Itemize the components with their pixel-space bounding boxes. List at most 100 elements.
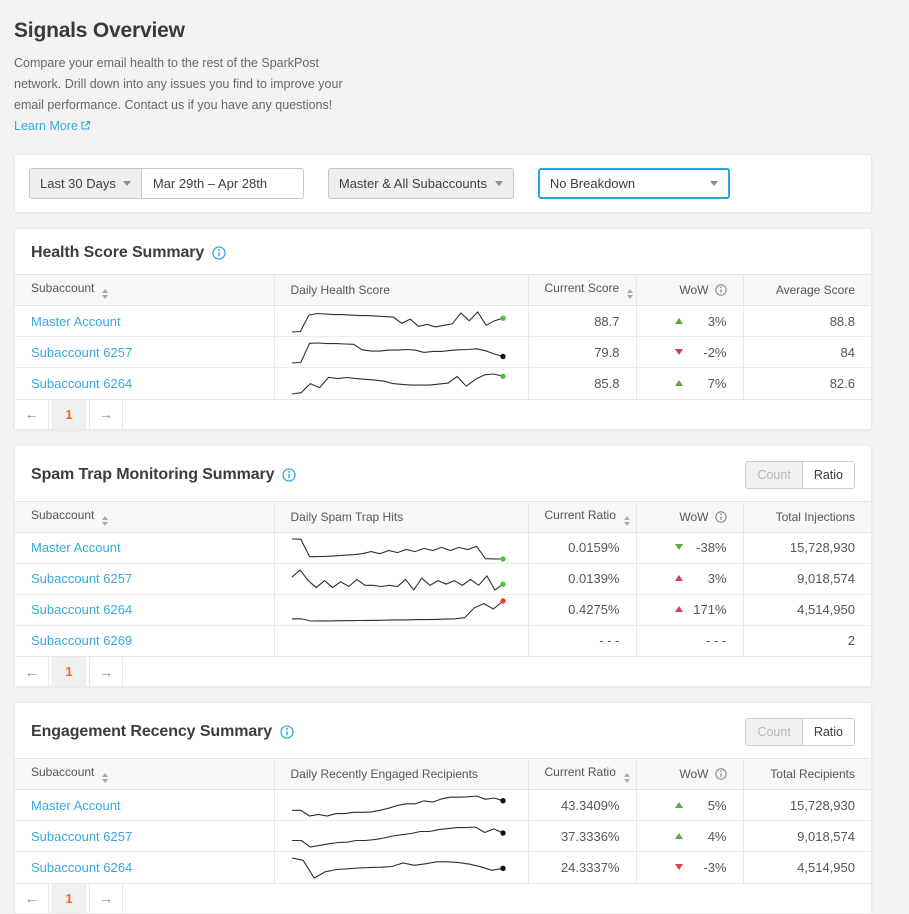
count-ratio-toggle: Count Ratio (745, 718, 855, 746)
column-header-wow: WoW (635, 500, 743, 533)
sort-icon[interactable] (623, 773, 630, 783)
trend-arrow-icon (674, 832, 683, 839)
ratio-toggle-button[interactable]: Ratio (802, 461, 854, 488)
total-recipients-value: 9,018,574 (742, 820, 871, 852)
column-header-sparkline: Daily Health Score (273, 274, 528, 306)
sparkline-chart (291, 826, 506, 848)
info-icon[interactable] (280, 725, 294, 739)
info-icon[interactable] (714, 768, 727, 780)
current-page-button[interactable]: 1 (52, 399, 86, 429)
subaccount-link[interactable]: Subaccount 6264 (31, 375, 133, 391)
prev-page-button[interactable]: ← (15, 883, 49, 913)
trend-arrow-icon (674, 348, 683, 355)
breakdown-dropdown[interactable]: No Breakdown (537, 168, 730, 199)
subaccount-link[interactable]: Subaccount 6269 (31, 633, 133, 649)
wow-cell: 3% (635, 562, 743, 594)
current-score-value: 79.8 (527, 336, 636, 368)
subaccount-link[interactable]: Master Account (31, 313, 121, 329)
subaccount-link[interactable]: Subaccount 6264 (31, 859, 133, 875)
current-ratio-value: 0.4275% (527, 593, 636, 625)
account-filter-label: Master & All Subaccounts (338, 176, 488, 191)
card-title: Health Score Summary (31, 244, 205, 261)
wow-cell: -3% (635, 851, 743, 883)
card-header: Health Score Summary (15, 229, 871, 274)
column-header-sparkline: Daily Recently Engaged Recipients (273, 758, 528, 790)
subaccount-link[interactable]: Master Account (31, 540, 121, 555)
current-score-value: 85.8 (527, 367, 636, 399)
subaccount-link[interactable]: Subaccount 6264 (31, 602, 133, 617)
date-preset-label: Last 30 Days (40, 176, 116, 191)
next-page-button[interactable]: → (89, 399, 123, 429)
wow-cell: 4% (635, 820, 743, 852)
sort-icon[interactable] (623, 515, 630, 526)
average-score-value: 82.6 (742, 367, 871, 399)
current-ratio-value: - - - (527, 624, 636, 656)
pagination: ← 1 → (15, 656, 871, 686)
chevron-down-icon (122, 181, 131, 186)
next-page-button[interactable]: → (89, 657, 123, 686)
prev-page-button[interactable]: ← (15, 657, 49, 686)
page-header: Signals Overview Compare your email heal… (14, 0, 895, 137)
page-title: Signals Overview (14, 19, 185, 42)
current-page-button[interactable]: 1 (52, 883, 86, 913)
sparkline-chart (291, 857, 506, 879)
card-title: Engagement Recency Summary (31, 723, 273, 740)
total-recipients-value: 4,514,950 (742, 851, 871, 883)
subaccount-link[interactable]: Subaccount 6257 (31, 344, 133, 360)
column-header-subaccount[interactable]: Subaccount (15, 758, 274, 790)
table-row: Subaccount 6257 79.8 -2% 84 (15, 336, 871, 368)
info-icon[interactable] (714, 510, 727, 523)
subaccount-link[interactable]: Subaccount 6257 (31, 828, 133, 844)
card-header: Spam Trap Monitoring Summary Count Ratio (15, 446, 871, 501)
date-range-input[interactable] (141, 168, 304, 199)
current-ratio-value: 0.0159% (527, 532, 636, 563)
count-toggle-button[interactable]: Count (746, 461, 803, 488)
wow-cell: -38% (635, 532, 743, 563)
next-page-button[interactable]: → (89, 883, 123, 913)
wow-cell: 5% (635, 789, 743, 821)
subaccount-link[interactable]: Subaccount 6257 (31, 571, 133, 586)
table-row: Subaccount 6257 37.3336% 4% 9,018,574 (15, 820, 871, 852)
filter-bar: Last 30 Days Master & All Subaccounts No… (14, 154, 872, 213)
total-recipients-value: 15,728,930 (742, 789, 871, 821)
column-header-current-ratio[interactable]: Current Ratio (527, 500, 636, 533)
subaccount-link[interactable]: Master Account (31, 797, 121, 813)
info-icon[interactable] (282, 467, 297, 482)
table-row: Subaccount 6269 - - - - - - 2 (15, 624, 871, 656)
table-header-row: Subaccount Daily Health Score Current Sc… (15, 274, 871, 306)
column-header-subaccount[interactable]: Subaccount (15, 274, 274, 306)
card-title: Spam Trap Monitoring Summary (31, 465, 275, 483)
sort-icon[interactable] (102, 515, 109, 526)
sort-icon[interactable] (102, 289, 109, 299)
column-header-current-score[interactable]: Current Score (527, 274, 636, 306)
date-range-group: Last 30 Days (29, 168, 304, 199)
date-preset-dropdown[interactable]: Last 30 Days (29, 168, 142, 199)
table-header-row: Subaccount Daily Recently Engaged Recipi… (15, 758, 871, 790)
info-icon[interactable] (212, 246, 226, 260)
column-header-subaccount[interactable]: Subaccount (15, 500, 274, 533)
sparkline-chart (289, 629, 515, 655)
count-ratio-toggle: Count Ratio (745, 460, 855, 489)
sparkline-chart (291, 597, 506, 622)
sort-icon[interactable] (102, 773, 109, 783)
wow-cell: 3% (635, 305, 743, 337)
total-injections-value: 2 (742, 624, 871, 656)
sparkline-chart (291, 568, 506, 591)
count-toggle-button[interactable]: Count (746, 719, 803, 745)
prev-page-button[interactable]: ← (15, 399, 49, 429)
table-row: Subaccount 6257 0.0139% 3% 9,018,574 (15, 562, 871, 594)
table-row: Master Account 43.3409% 5% 15,728,930 (15, 789, 871, 821)
current-score-value: 88.7 (527, 305, 636, 337)
card-header: Engagement Recency Summary Count Ratio (15, 703, 871, 758)
account-filter-dropdown[interactable]: Master & All Subaccounts (327, 168, 514, 199)
learn-more-link[interactable]: Learn More (14, 119, 91, 133)
current-page-button[interactable]: 1 (52, 657, 86, 686)
info-icon[interactable] (714, 284, 727, 296)
ratio-toggle-button[interactable]: Ratio (802, 719, 854, 745)
pagination: ← 1 → (15, 882, 871, 913)
table-row: Master Account 88.7 3% 88.8 (15, 305, 871, 337)
trend-arrow-icon (674, 317, 683, 324)
sort-icon[interactable] (627, 289, 634, 299)
column-header-current-ratio[interactable]: Current Ratio (527, 758, 636, 790)
total-injections-value: 9,018,574 (742, 562, 871, 594)
